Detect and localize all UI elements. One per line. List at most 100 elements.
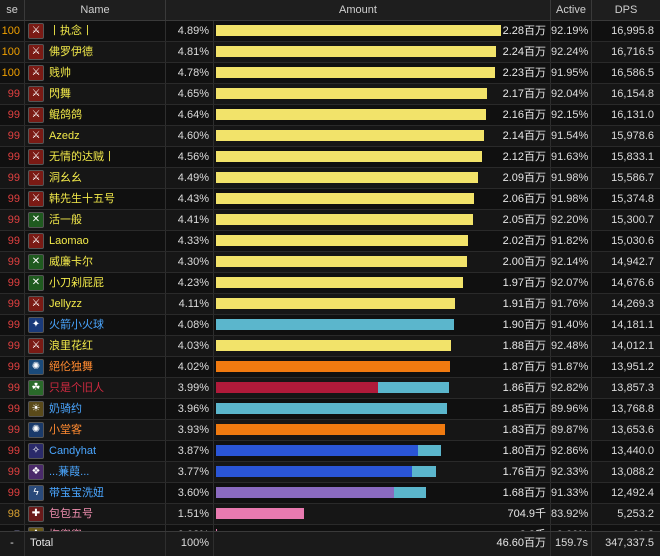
player-name[interactable]: 贱帅 <box>49 67 71 79</box>
amount-value: 1.86百万 <box>502 382 546 394</box>
table-row[interactable]: 99 ⚔ Laomao 4.33% 2.02百万 91.82% 15,030.6 <box>0 231 660 252</box>
player-name[interactable]: 带宝宝洗妞 <box>49 487 104 499</box>
table-row[interactable]: 99 ⚔ 鲲鸽鸽 4.64% 2.16百万 92.15% 16,131.0 <box>0 105 660 126</box>
amount-bar <box>216 424 445 435</box>
player-name-cell[interactable]: ⚔ 贱帅 <box>25 63 166 83</box>
player-name-cell[interactable]: ⚔ 閃舞 <box>25 84 166 104</box>
table-row[interactable]: 99 ✕ 威廉卡尔 4.30% 2.00百万 92.14% 14,942.7 <box>0 252 660 273</box>
dps-value: 15,300.7 <box>611 214 654 226</box>
player-name[interactable]: 小堂客 <box>49 424 82 436</box>
player-name-cell[interactable]: ⚔ 浪里花红 <box>25 336 166 356</box>
player-name[interactable]: 閃舞 <box>49 88 71 100</box>
player-name-cell[interactable]: ⚔ 丨执念丨 <box>25 21 166 41</box>
table-row[interactable]: 99 ☘ 只是个旧人 3.99% 1.86百万 92.82% 13,857.3 <box>0 378 660 399</box>
table-row[interactable]: 100 ⚔ 丨执念丨 4.89% 2.28百万 92.19% 16,995.8 <box>0 21 660 42</box>
player-name-cell[interactable]: ✺ 小堂客 <box>25 420 166 440</box>
table-row[interactable]: 98 ✚ 包包五号 1.51% 704.9千 83.92% 5,253.2 <box>0 504 660 525</box>
table-row[interactable]: 99 ❖ ...蒹葭... 3.77% 1.76百万 92.33% 13,088.2 <box>0 462 660 483</box>
parse-percentile: 99 <box>0 441 25 461</box>
player-name[interactable]: 只是个旧人 <box>49 382 104 394</box>
player-name-cell[interactable]: ❖ ...蒹葭... <box>25 462 166 482</box>
player-name-cell[interactable]: ⚔ Jellyzz <box>25 294 166 314</box>
dps-value: 16,586.5 <box>611 67 654 79</box>
player-name[interactable]: 无情的达贼丨 <box>49 151 115 163</box>
player-name[interactable]: Laomao <box>49 235 89 247</box>
amount-value: 2.06百万 <box>502 193 546 205</box>
dps-value: 5,253.2 <box>617 508 654 520</box>
table-row[interactable]: 99 ϟ 带宝宝洗妞 3.60% 1.68百万 91.33% 12,492.4 <box>0 483 660 504</box>
player-name[interactable]: 包包五号 <box>49 508 93 520</box>
active-time: 92.33% <box>551 462 592 482</box>
table-row[interactable]: 99 ⚔ 浪里花红 4.03% 1.88百万 92.48% 14,012.1 <box>0 336 660 357</box>
amount-bar <box>216 445 418 456</box>
amount-cell: 704.9千 <box>214 504 551 524</box>
col-header-active[interactable]: Active <box>551 0 592 20</box>
player-name[interactable]: Candyhat <box>49 445 97 457</box>
player-name-cell[interactable]: ✺ 絕伦独舞 <box>25 357 166 377</box>
active-time: 92.15% <box>551 105 592 125</box>
player-name-cell[interactable]: ⚔ 鲲鸽鸽 <box>25 105 166 125</box>
amount-cell: 1.90百万 <box>214 315 551 335</box>
table-row[interactable]: 99 ✺ 小堂客 3.93% 1.83百万 89.87% 13,653.6 <box>0 420 660 441</box>
table-row[interactable]: 99 ✦ 火箭小火球 4.08% 1.90百万 91.40% 14,181.1 <box>0 315 660 336</box>
table-row[interactable]: 99 ✕ 活一般 4.41% 2.05百万 92.20% 15,300.7 <box>0 210 660 231</box>
amount-cell: 1.87百万 <box>214 357 551 377</box>
table-row[interactable]: 99 ⚔ Jellyzz 4.11% 1.91百万 91.76% 14,269.3 <box>0 294 660 315</box>
player-name[interactable]: 丨执念丨 <box>49 25 93 37</box>
table-row[interactable]: 100 ⚔ 贱帅 4.78% 2.23百万 91.95% 16,586.5 <box>0 63 660 84</box>
player-name-cell[interactable]: ✚ 包包五号 <box>25 504 166 524</box>
player-name[interactable]: 鲲鸽鸽 <box>49 109 82 121</box>
col-header-name[interactable]: Name <box>25 0 166 20</box>
player-name[interactable]: 浪里花红 <box>49 340 93 352</box>
player-name[interactable]: 小刀剁屁屁 <box>49 277 104 289</box>
dps-value: 16,131.0 <box>611 109 654 121</box>
table-row[interactable]: 100 ⚔ 佛罗伊德 4.81% 2.24百万 92.24% 16,716.5 <box>0 42 660 63</box>
player-name-cell[interactable]: ☀ 奶骑约 <box>25 399 166 419</box>
paladin-class-icon: ✚ <box>28 506 44 522</box>
player-name[interactable]: 火箭小火球 <box>49 319 104 331</box>
player-name-cell[interactable]: ⚔ 韩先生十五号 <box>25 189 166 209</box>
player-name-cell[interactable]: ⚔ 佛罗伊德 <box>25 42 166 62</box>
table-row[interactable]: 99 ⚔ 洞幺幺 4.49% 2.09百万 91.98% 15,586.7 <box>0 168 660 189</box>
player-name[interactable]: 佛罗伊德 <box>49 46 93 58</box>
table-row[interactable]: 99 ⚔ Azedz 4.60% 2.14百万 91.54% 15,978.6 <box>0 126 660 147</box>
amount-cell: 2.09百万 <box>214 168 551 188</box>
player-name[interactable]: ...蒹葭... <box>49 466 90 478</box>
player-name-cell[interactable]: ⚔ Azedz <box>25 126 166 146</box>
table-row[interactable]: 99 ☀ 奶骑约 3.96% 1.85百万 89.96% 13,768.8 <box>0 399 660 420</box>
player-name-cell[interactable]: ☘ 只是个旧人 <box>25 378 166 398</box>
col-header-percentile[interactable]: se % <box>0 0 25 36</box>
player-name[interactable]: 奶骑约 <box>49 403 82 415</box>
player-name[interactable]: 絕伦独舞 <box>49 361 93 373</box>
player-name[interactable]: Azedz <box>49 130 80 142</box>
player-name[interactable]: 活一般 <box>49 214 82 226</box>
amount-value: 2.16百万 <box>502 109 546 121</box>
player-name-cell[interactable]: ✕ 小刀剁屁屁 <box>25 273 166 293</box>
player-name-cell[interactable]: ✕ 活一般 <box>25 210 166 230</box>
amount-value: 2.23百万 <box>502 67 546 79</box>
col-header-dps[interactable]: DPS <box>614 4 638 16</box>
player-name-cell[interactable]: ✦ 火箭小火球 <box>25 315 166 335</box>
player-name-cell[interactable]: ✕ 威廉卡尔 <box>25 252 166 272</box>
player-name-cell[interactable]: ✧ Candyhat <box>25 441 166 461</box>
table-row[interactable]: 99 ✺ 絕伦独舞 4.02% 1.87百万 91.87% 13,951.2 <box>0 357 660 378</box>
player-name[interactable]: 韩先生十五号 <box>49 193 115 205</box>
player-name-cell[interactable]: ϟ 带宝宝洗妞 <box>25 483 166 503</box>
player-name[interactable]: 威廉卡尔 <box>49 256 93 268</box>
amount-value: 1.91百万 <box>502 298 546 310</box>
table-row[interactable]: 99 ✕ 小刀剁屁屁 4.23% 1.97百万 92.07% 14,676.6 <box>0 273 660 294</box>
parse-percentile: 99 <box>0 273 25 293</box>
player-name[interactable]: 洞幺幺 <box>49 172 82 184</box>
table-row[interactable]: 99 ⚔ 閃舞 4.65% 2.17百万 92.04% 16,154.8 <box>0 84 660 105</box>
table-row[interactable]: 99 ✧ Candyhat 3.87% 1.80百万 92.86% 13,440.0 <box>0 441 660 462</box>
player-name-cell[interactable]: ⚔ 无情的达贼丨 <box>25 147 166 167</box>
player-name[interactable]: Jellyzz <box>49 298 83 310</box>
table-row[interactable]: 99 ⚔ 韩先生十五号 4.43% 2.06百万 91.98% 15,374.8 <box>0 189 660 210</box>
active-time: 83.92% <box>551 504 592 524</box>
col-header-amount[interactable]: Amount <box>166 0 551 20</box>
player-name-cell[interactable]: ⚔ Laomao <box>25 231 166 251</box>
table-row[interactable]: 99 ⚔ 无情的达贼丨 4.56% 2.12百万 91.63% 15,833.1 <box>0 147 660 168</box>
player-name-cell[interactable]: ⚔ 洞幺幺 <box>25 168 166 188</box>
amount-bar <box>216 130 484 141</box>
damage-share: 3.60% <box>166 483 214 503</box>
